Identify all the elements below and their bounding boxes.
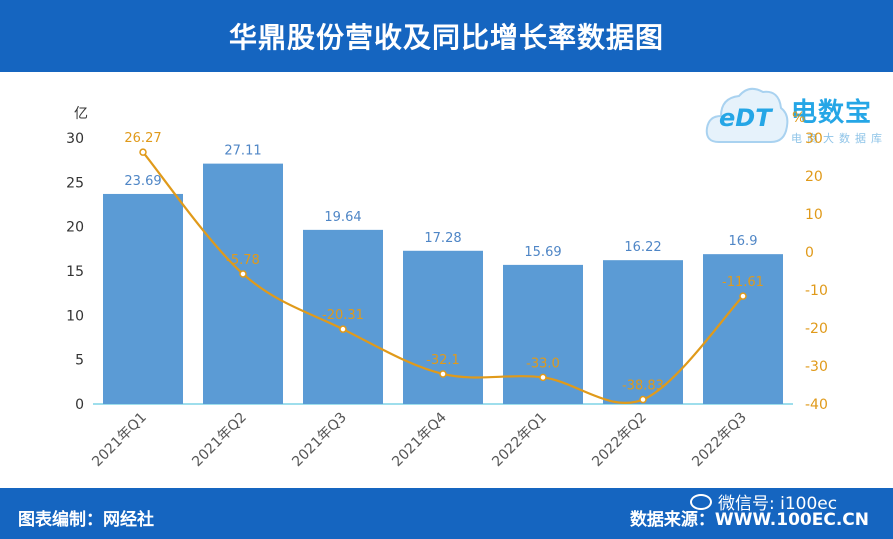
right-tick-label: -20 (805, 321, 828, 337)
left-tick-label: 30 (66, 131, 84, 147)
right-tick-label: 0 (805, 245, 814, 261)
right-tick-label: -30 (805, 359, 828, 375)
category-label: 2021年Q4 (389, 409, 450, 470)
growth-point (339, 325, 347, 333)
right-tick-label: -10 (805, 283, 828, 299)
bar-value-label: 27.11 (224, 144, 261, 159)
growth-value-label: -33.0 (526, 356, 560, 371)
category-label: 2022年Q1 (489, 410, 550, 471)
left-tick-label: 5 (75, 353, 84, 369)
growth-point (639, 395, 647, 404)
logo: eDT 电数宝 电商大数据库 (705, 82, 890, 152)
bar-value-label: 19.64 (324, 210, 361, 225)
wechat-id: 微信号: i100ec (718, 494, 838, 514)
growth-point (239, 270, 247, 278)
left-tick-label: 15 (66, 264, 84, 280)
left-tick-label: 25 (66, 175, 84, 191)
bar-value-label: 23.69 (124, 174, 161, 189)
page-title: 华鼎股份营收及同比增长率数据图 (228, 21, 664, 54)
growth-value-label: -38.83 (622, 379, 664, 394)
growth-point (539, 373, 547, 382)
bar-value-label: 15.69 (524, 245, 561, 260)
growth-point (139, 148, 147, 156)
growth-value-label: -32.1 (426, 353, 460, 368)
right-tick-label: -40 (805, 397, 828, 413)
revenue-chart: 0 5 10 15 20 25 30 亿 -40 -30 -20 -10 0 10 20 30% 23.69 27… (66, 106, 828, 471)
bar (503, 264, 583, 404)
right-tick-label: 10 (805, 207, 823, 223)
logo-brand: 电数宝 (791, 98, 873, 128)
growth-point (739, 292, 747, 300)
growth-value-label: 26.27 (124, 131, 161, 146)
footer-source: 数据来源：WWW.100EC.CN (629, 510, 869, 530)
growth-value-label: -5.78 (226, 253, 260, 268)
bar-value-label: 16.22 (624, 240, 661, 255)
growth-value-label: -11.61 (722, 275, 764, 290)
right-axis-unit: % (792, 110, 805, 126)
right-tick-label: 30 (805, 131, 823, 147)
category-label: 2021年Q1 (89, 410, 150, 471)
category-label: 2022年Q3 (689, 410, 750, 471)
right-tick-label: 20 (805, 169, 823, 185)
left-tick-label: 20 (66, 220, 84, 236)
left-tick-label: 0 (75, 397, 84, 413)
bar (403, 250, 483, 404)
bar (203, 163, 283, 404)
category-label: 2021年Q2 (189, 410, 250, 471)
left-axis-unit: 亿 (74, 106, 88, 122)
header-bar: 华鼎股份营收及同比增长率数据图 (0, 0, 893, 72)
footer-editor: 图表编制：网经社 (18, 510, 154, 530)
logo-mark: eDT (719, 104, 772, 132)
cloud-icon (705, 87, 789, 143)
footer-bar: 图表编制：网经社 数据来源：WWW.100EC.CN (0, 488, 893, 539)
growth-value-label: -20.31 (322, 308, 364, 323)
logo-subtitle: 电商大数据库 (791, 132, 887, 145)
wechat-watermark: 微信号: i100ec (690, 489, 837, 514)
left-tick-label: 10 (66, 308, 84, 324)
bar (103, 193, 183, 404)
bar-value-label: 17.28 (424, 231, 461, 246)
category-label: 2022年Q2 (589, 410, 650, 471)
growth-point (439, 370, 447, 378)
wechat-icon (690, 493, 712, 510)
bar-value-label: 16.9 (729, 234, 758, 249)
category-label: 2021年Q3 (289, 410, 350, 471)
